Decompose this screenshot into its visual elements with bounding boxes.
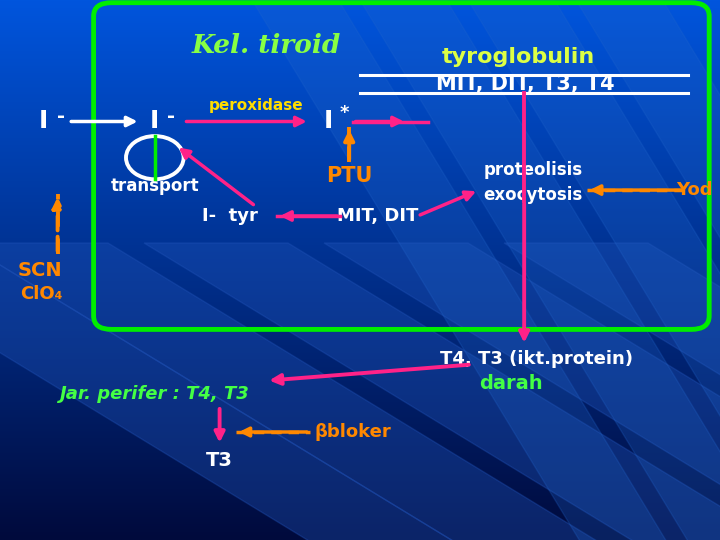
Text: tyroglobulin: tyroglobulin bbox=[442, 46, 595, 67]
Polygon shape bbox=[504, 243, 720, 540]
Polygon shape bbox=[576, 0, 720, 540]
Text: exocytosis: exocytosis bbox=[483, 186, 582, 205]
Text: peroxidase: peroxidase bbox=[208, 98, 303, 113]
Text: Jar. perifer : T4, T3: Jar. perifer : T4, T3 bbox=[60, 385, 250, 403]
Polygon shape bbox=[468, 0, 720, 540]
Polygon shape bbox=[252, 0, 698, 540]
Text: I-  tyr: I- tyr bbox=[202, 207, 258, 225]
Text: transport: transport bbox=[110, 177, 199, 195]
Text: I: I bbox=[324, 110, 333, 133]
Text: I: I bbox=[39, 110, 48, 133]
Text: I: I bbox=[150, 110, 159, 133]
Polygon shape bbox=[324, 243, 720, 540]
Text: *: * bbox=[339, 104, 349, 123]
Text: ClO₄: ClO₄ bbox=[20, 285, 63, 303]
Text: PTU: PTU bbox=[326, 165, 372, 186]
Text: SCN: SCN bbox=[17, 260, 62, 280]
Text: Kel. tiroid: Kel. tiroid bbox=[192, 33, 341, 58]
Text: proteolisis: proteolisis bbox=[483, 161, 582, 179]
Text: -: - bbox=[167, 106, 176, 126]
Text: darah: darah bbox=[480, 374, 543, 393]
Text: T4, T3 (ikt.protein): T4, T3 (ikt.protein) bbox=[440, 350, 633, 368]
Text: T3: T3 bbox=[206, 450, 233, 470]
Text: βbloker: βbloker bbox=[315, 423, 391, 441]
Text: MIT, DIT: MIT, DIT bbox=[337, 207, 419, 225]
Polygon shape bbox=[144, 243, 720, 540]
Polygon shape bbox=[0, 243, 684, 540]
Text: MIT, DIT, T3, T4: MIT, DIT, T3, T4 bbox=[436, 73, 615, 94]
Text: -: - bbox=[57, 106, 66, 126]
Polygon shape bbox=[360, 0, 720, 540]
Polygon shape bbox=[0, 243, 540, 540]
Text: Yod: Yod bbox=[677, 181, 713, 199]
